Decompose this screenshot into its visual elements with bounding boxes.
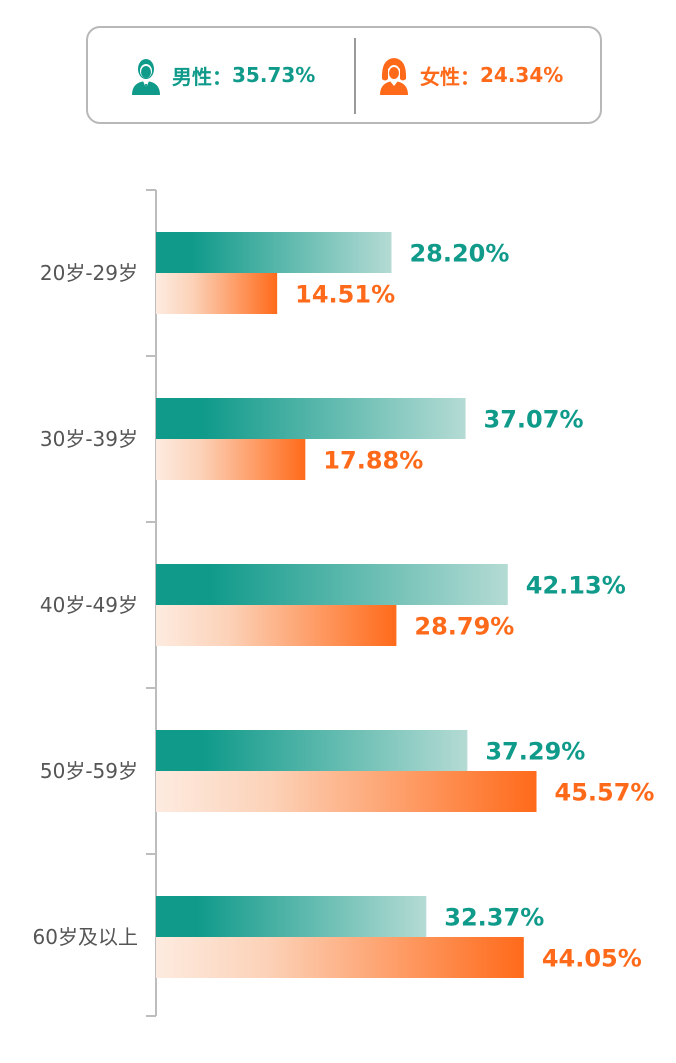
male-value-label: 42.13% xyxy=(526,572,626,600)
female-bar xyxy=(156,771,537,812)
male-value-label: 37.29% xyxy=(485,738,585,766)
male-person-icon xyxy=(132,59,160,95)
female-value-label: 17.88% xyxy=(323,447,423,475)
male-value-label: 28.20% xyxy=(409,240,509,268)
female-bar xyxy=(156,605,397,646)
female-bar xyxy=(156,439,306,480)
female-bar xyxy=(156,273,278,314)
female-value-label: 14.51% xyxy=(295,281,395,309)
male-bar xyxy=(156,398,466,439)
category-tick-label: 50岁-59岁 xyxy=(40,759,138,783)
legend-male: 男性： 35.73% xyxy=(128,28,315,122)
legend-female: 女性： 24.34% xyxy=(376,28,563,122)
category-tick-label: 30岁-39岁 xyxy=(40,427,138,451)
male-value-label: 32.37% xyxy=(444,904,544,932)
category-tick-label: 20岁-29岁 xyxy=(40,261,138,285)
male-bar xyxy=(156,232,392,273)
legend-male-separator: ： xyxy=(212,64,232,89)
male-bar xyxy=(156,564,508,605)
legend-divider xyxy=(354,38,356,114)
female-value-label: 28.79% xyxy=(414,613,514,641)
female-value-label: 45.57% xyxy=(555,779,655,807)
female-person-icon xyxy=(380,58,408,95)
category-tick-label: 60岁及以上 xyxy=(33,925,138,949)
category-tick-label: 40岁-49岁 xyxy=(40,593,138,617)
legend-male-value: 35.73% xyxy=(232,63,316,87)
legend-male-label: 男性 xyxy=(172,64,212,89)
legend-box: 男性： 35.73% 女性： 24.34% xyxy=(86,26,602,124)
legend-female-label: 女性 xyxy=(420,64,460,89)
male-value-label: 37.07% xyxy=(484,406,584,434)
male-bar xyxy=(156,730,468,771)
legend-female-value: 24.34% xyxy=(480,63,564,87)
male-bar xyxy=(156,896,427,937)
legend-female-separator: ： xyxy=(460,64,480,89)
female-value-label: 44.05% xyxy=(542,945,642,973)
female-bar xyxy=(156,937,524,978)
